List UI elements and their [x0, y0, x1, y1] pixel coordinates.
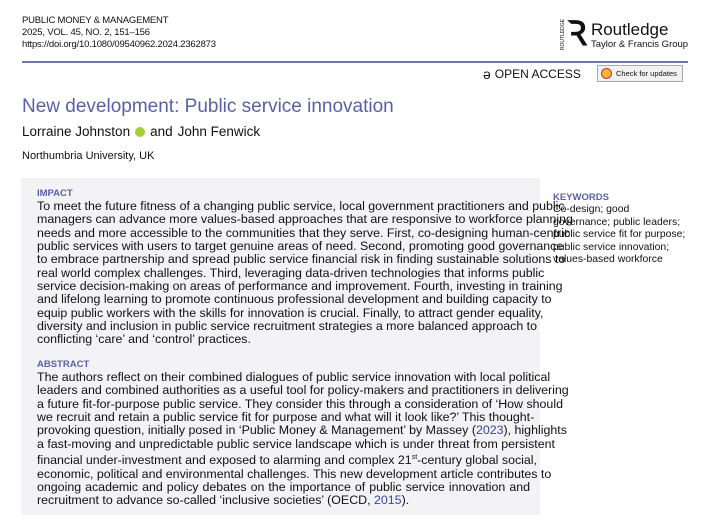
text-line: recruitment to advance so-called ‘inclus… [37, 493, 410, 508]
text-line: economic, political and environmental ch… [37, 466, 552, 481]
text-line: equip public workers with the skills for… [37, 305, 544, 320]
article-title: New development: Public service innovati… [22, 96, 394, 117]
publisher-group: Taylor & Francis Group [590, 38, 689, 50]
routledge-r-icon: Ꝛ [567, 16, 587, 53]
text-line: conflicting ‘care’ and ‘control’ practic… [37, 332, 251, 347]
author-2[interactable]: John Fenwick [177, 124, 261, 139]
citation-link[interactable]: 2015 [373, 493, 402, 508]
journal-issue: 2025, VOL. 45, NO. 2, 151–156 [22, 27, 150, 38]
impact-heading: IMPACT [37, 188, 73, 199]
publisher-logo: ROUTLEDGE Ꝛ Routledge Taylor & Francis G… [560, 18, 688, 52]
text-line: a fast-moving and unpredictable public s… [37, 436, 555, 451]
doi-link[interactable]: https://doi.org/10.1080/09540962.2024.23… [22, 39, 216, 50]
text-line: ongoing academic and policy debates on t… [37, 479, 530, 494]
author-1[interactable]: Lorraine Johnston [22, 124, 131, 139]
header-rule [22, 61, 688, 63]
keywords-heading: KEYWORDS [553, 192, 609, 203]
logo-vertical-text: ROUTLEDGE [560, 19, 566, 51]
text-line: To meet the future fitness of a changing… [37, 199, 565, 213]
abstract-section: ABSTRACT The authors reflect on their co… [37, 359, 569, 508]
text-line: Co-design; good [553, 204, 630, 216]
check-updates-label: Check for updates [616, 69, 677, 78]
text-line: diversity and inclusion in public servic… [37, 319, 538, 334]
affiliation: Northumbria University, UK [22, 150, 155, 162]
open-lock-icon: ə [483, 66, 491, 82]
open-access-badge: ə OPEN ACCESS [483, 66, 581, 82]
text-line: The authors reflect on their combined di… [37, 370, 551, 384]
journal-info: PUBLIC MONEY & MANAGEMENT 2025, VOL. 45,… [22, 15, 216, 51]
text-line: values-based workforce [553, 254, 663, 266]
text-line: we recruit and retain a public service f… [37, 410, 535, 425]
crossmark-icon [601, 68, 612, 79]
text-line: financial under-investment and exposed t… [37, 453, 537, 468]
authors: Lorraine Johnston and John Fenwick [22, 124, 260, 139]
abstract-heading: ABSTRACT [37, 359, 90, 370]
text-line: a future fit-for-purpose public service.… [37, 396, 563, 411]
text-line: needs and more accessible to the communi… [37, 225, 571, 240]
open-access-label: OPEN ACCESS [494, 67, 581, 81]
journal-name: PUBLIC MONEY & MANAGEMENT [22, 15, 169, 26]
text-line: leaders and combined authorities as a us… [37, 383, 569, 398]
check-for-updates-button[interactable]: Check for updates [597, 65, 683, 82]
citation-link[interactable]: 2023 [475, 423, 504, 438]
text-line: managers can advance more values-based a… [37, 212, 573, 227]
orcid-icon[interactable] [135, 126, 146, 137]
text-line: service decision-making on areas of perf… [37, 279, 563, 294]
text-line: public service innovation; [553, 241, 670, 253]
author-connector: and [150, 124, 173, 139]
text-line: real world complex challenges. Third, le… [37, 265, 545, 280]
text-line: public services with users to target gen… [37, 239, 564, 254]
text-line: and lifelong learning to promote continu… [37, 292, 552, 307]
summary-box [21, 178, 540, 515]
publisher-name: Routledge [590, 19, 669, 39]
text-line: provoking question, initially posed in ‘… [37, 423, 567, 438]
text-line: to embrace partnership and spread public… [37, 252, 566, 267]
impact-section: IMPACT To meet the future fitness of a c… [37, 188, 573, 347]
keywords-section: KEYWORDS Co-design; good governance; publ… [553, 192, 685, 266]
text-line: governance; public leaders; [553, 216, 681, 228]
text-line: public service fit for purpose; [553, 229, 686, 241]
